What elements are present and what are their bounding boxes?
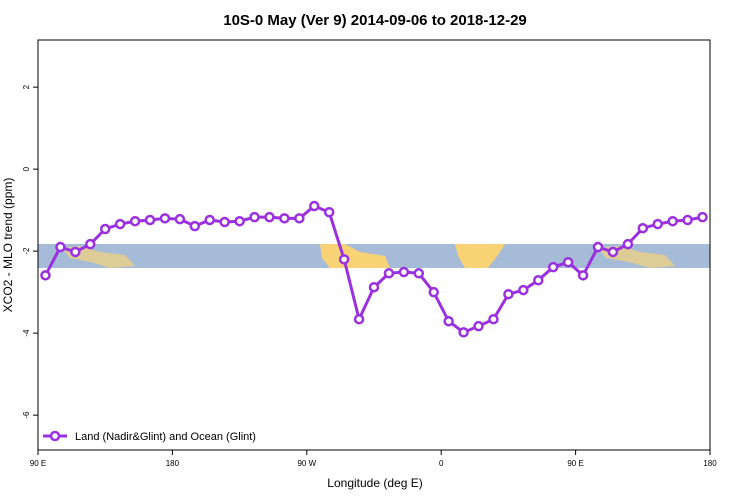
legend-label: Land (Nadir&Glint) and Ocean (Glint): [75, 431, 256, 443]
point: [547, 261, 559, 273]
point: [383, 268, 395, 279]
point: [488, 313, 499, 325]
y-tick-label: 2: [22, 84, 31, 89]
y-axis-label: XCO2 - MLO trend (ppm): [1, 178, 15, 313]
point: [622, 238, 634, 250]
point: [607, 246, 619, 258]
point: [144, 214, 156, 226]
x-tick-label: 90 W: [297, 459, 316, 468]
point: [129, 215, 141, 227]
y-tick-label: 0: [22, 166, 31, 171]
point: [264, 211, 275, 223]
point: [533, 275, 544, 286]
x-tick-label: 180: [166, 459, 180, 468]
point: [219, 216, 230, 228]
x-tick-label: 90 E: [30, 459, 46, 468]
point: [667, 215, 678, 227]
point: [682, 214, 693, 226]
point: [443, 316, 454, 327]
point: [309, 200, 320, 212]
series-line: [44, 204, 703, 335]
point: [55, 241, 66, 253]
point: [353, 313, 365, 325]
point: [294, 213, 305, 224]
point: [279, 213, 290, 224]
point: [323, 206, 335, 218]
point: [338, 254, 350, 265]
point: [249, 211, 260, 223]
point: [577, 270, 589, 281]
y-tick-label: -2: [22, 247, 31, 255]
point: [518, 284, 529, 296]
point: [189, 220, 201, 232]
point: [428, 286, 439, 298]
point: [398, 266, 410, 278]
point: [174, 213, 186, 225]
point: [70, 246, 81, 258]
point: [99, 223, 111, 235]
x-tick-label: 0: [439, 459, 444, 468]
point: [637, 222, 649, 234]
point: [503, 288, 514, 300]
map-band: [38, 244, 710, 268]
point: [652, 218, 663, 230]
point: [204, 214, 215, 226]
chart-title: 10S-0 May (Ver 9) 2014-09-06 to 2018-12-…: [223, 12, 527, 29]
point: [697, 211, 708, 223]
point: [562, 256, 574, 268]
legend-marker: [49, 430, 61, 442]
point: [40, 270, 51, 281]
point: [114, 218, 126, 230]
point: [85, 238, 96, 250]
point: [413, 268, 425, 279]
point: [234, 215, 245, 227]
y-tick-label: -4: [22, 329, 31, 337]
plot-frame: [37, 39, 711, 451]
point: [368, 281, 380, 293]
x-axis-label: Longitude (deg E): [327, 476, 422, 490]
point: [159, 213, 171, 224]
point: [592, 241, 604, 253]
x-tick-label: 90 E: [567, 459, 583, 468]
point: [473, 320, 484, 332]
y-tick-label: -6: [22, 411, 31, 419]
point: [458, 327, 469, 338]
x-tick-label: 180: [703, 459, 717, 468]
